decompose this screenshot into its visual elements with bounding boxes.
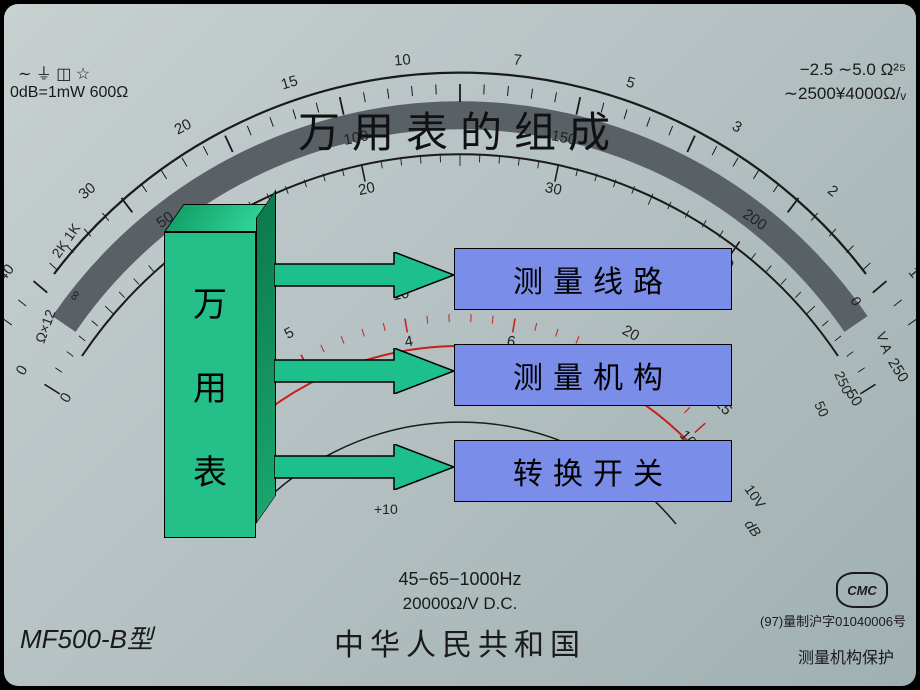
source-char-2: 表	[193, 445, 227, 494]
svg-text:5: 5	[281, 324, 297, 343]
cert-label: (97)量制沪字01040006号	[760, 611, 906, 630]
source-char-1: 用	[193, 361, 227, 410]
target-box-0: 测量线路	[454, 248, 732, 310]
svg-text:30: 30	[544, 179, 564, 199]
svg-text:7: 7	[513, 51, 523, 69]
source-box: 万 用 表	[164, 232, 256, 538]
arrow-1	[274, 348, 454, 394]
source-box-front: 万 用 表	[164, 232, 256, 538]
target-box-1: 测量机构	[454, 344, 732, 406]
svg-text:20: 20	[357, 179, 377, 199]
left-2k1k: 2K 1K	[48, 220, 83, 261]
right-50: 50	[811, 399, 832, 420]
source-char-0: 万	[193, 277, 227, 326]
source-box-side	[256, 189, 276, 524]
right-db: dB	[742, 517, 765, 540]
left-inf: ∞	[65, 287, 84, 304]
diagram-title: 万用表的组成	[4, 99, 916, 160]
meter-faceplate: +10 504030201510753210 05010015020025001…	[4, 4, 916, 686]
svg-text:40: 40	[4, 261, 18, 285]
svg-text:0: 0	[13, 362, 32, 378]
protect-label: 测量机构保护	[798, 644, 894, 668]
left-ohm-label: Ω×12	[32, 307, 59, 345]
svg-text:0: 0	[57, 390, 76, 406]
svg-text:15: 15	[279, 72, 300, 93]
arrow-0	[274, 252, 454, 298]
top-right-line1: −2.5 ∼5.0 Ω²⁵	[800, 60, 906, 80]
svg-text:250: 250	[884, 355, 912, 385]
svg-text:10: 10	[393, 51, 411, 70]
right-va: V A	[873, 330, 896, 357]
arrow-2	[274, 444, 454, 490]
right-zero: 0	[847, 294, 865, 309]
cmc-mark: CMC	[836, 572, 888, 608]
hz-label: 45−65−1000Hz	[4, 569, 916, 590]
svg-text:50: 50	[842, 386, 865, 409]
svg-text:5: 5	[624, 74, 637, 93]
plus10-label: +10	[374, 501, 398, 517]
right-10v: 10V	[742, 482, 770, 512]
svg-text:1: 1	[905, 264, 916, 281]
svg-text:30: 30	[75, 179, 99, 203]
top-left-symbols: ∼ ⏚ ◫ ☆	[18, 60, 90, 84]
right-250: 250	[831, 369, 855, 397]
svg-text:2: 2	[824, 182, 841, 200]
svg-text:20: 20	[619, 322, 642, 345]
svg-text:200: 200	[740, 206, 770, 234]
target-box-2: 转换开关	[454, 440, 732, 502]
